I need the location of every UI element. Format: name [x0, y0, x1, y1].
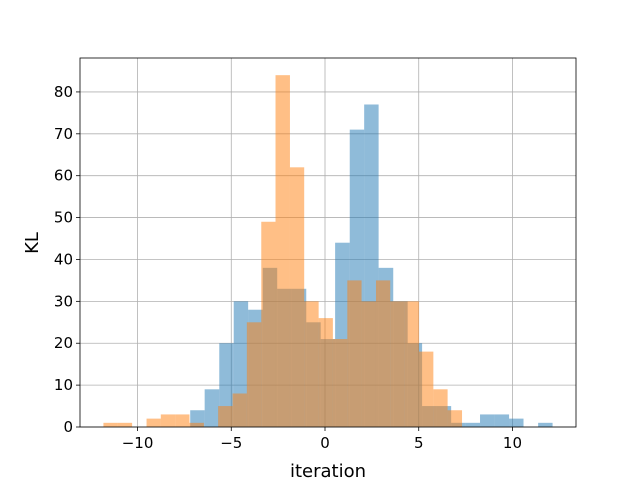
bar [418, 351, 434, 427]
bar [218, 406, 233, 427]
bar [538, 422, 553, 427]
x-tick-label: −5 [220, 434, 242, 452]
y-tick-label: 40 [54, 250, 73, 268]
y-tick-label: 30 [54, 292, 73, 310]
bar [103, 422, 118, 427]
bar [347, 280, 362, 427]
x-tick-label: 0 [320, 434, 330, 452]
x-axis-label: iteration [290, 461, 366, 480]
bar [375, 280, 391, 427]
bar [304, 301, 319, 427]
y-axis-label: KL [22, 232, 43, 254]
x-tick-label: −10 [122, 434, 154, 452]
bar [246, 322, 262, 427]
y-tick-label: 10 [54, 376, 73, 394]
bar [390, 301, 405, 427]
bar [447, 410, 463, 427]
bar [275, 75, 290, 427]
bar [189, 422, 204, 427]
bar [204, 389, 220, 427]
bar [160, 414, 176, 427]
bar [433, 389, 448, 427]
bar [117, 422, 133, 427]
bar [146, 418, 161, 427]
bar [361, 301, 376, 427]
y-tick-label: 80 [54, 83, 73, 101]
bar [318, 318, 333, 427]
bar [509, 418, 524, 427]
bar [404, 301, 419, 427]
y-tick-label: 70 [54, 125, 73, 143]
plot-frame [79, 57, 577, 428]
bar [289, 167, 305, 428]
bar [232, 393, 247, 427]
y-tick-label: 50 [54, 209, 73, 227]
x-tick-label: 10 [503, 434, 522, 452]
y-tick-label: 20 [54, 334, 73, 352]
bar [332, 339, 348, 427]
bar [261, 221, 276, 427]
y-tick-label: 0 [63, 418, 73, 436]
bar [465, 422, 481, 427]
bar [480, 414, 495, 427]
x-tick-label: 5 [414, 434, 424, 452]
y-tick-label: 60 [54, 167, 73, 185]
bar [175, 414, 190, 427]
bar [494, 414, 510, 427]
